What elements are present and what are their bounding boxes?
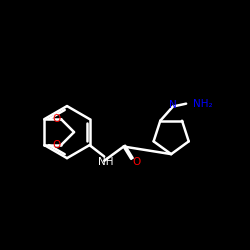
Text: O: O	[52, 114, 61, 124]
Text: O: O	[132, 157, 140, 167]
Text: O: O	[52, 140, 61, 150]
Text: NH₂: NH₂	[193, 99, 213, 109]
Text: NH: NH	[98, 158, 113, 168]
Text: N: N	[170, 100, 177, 110]
